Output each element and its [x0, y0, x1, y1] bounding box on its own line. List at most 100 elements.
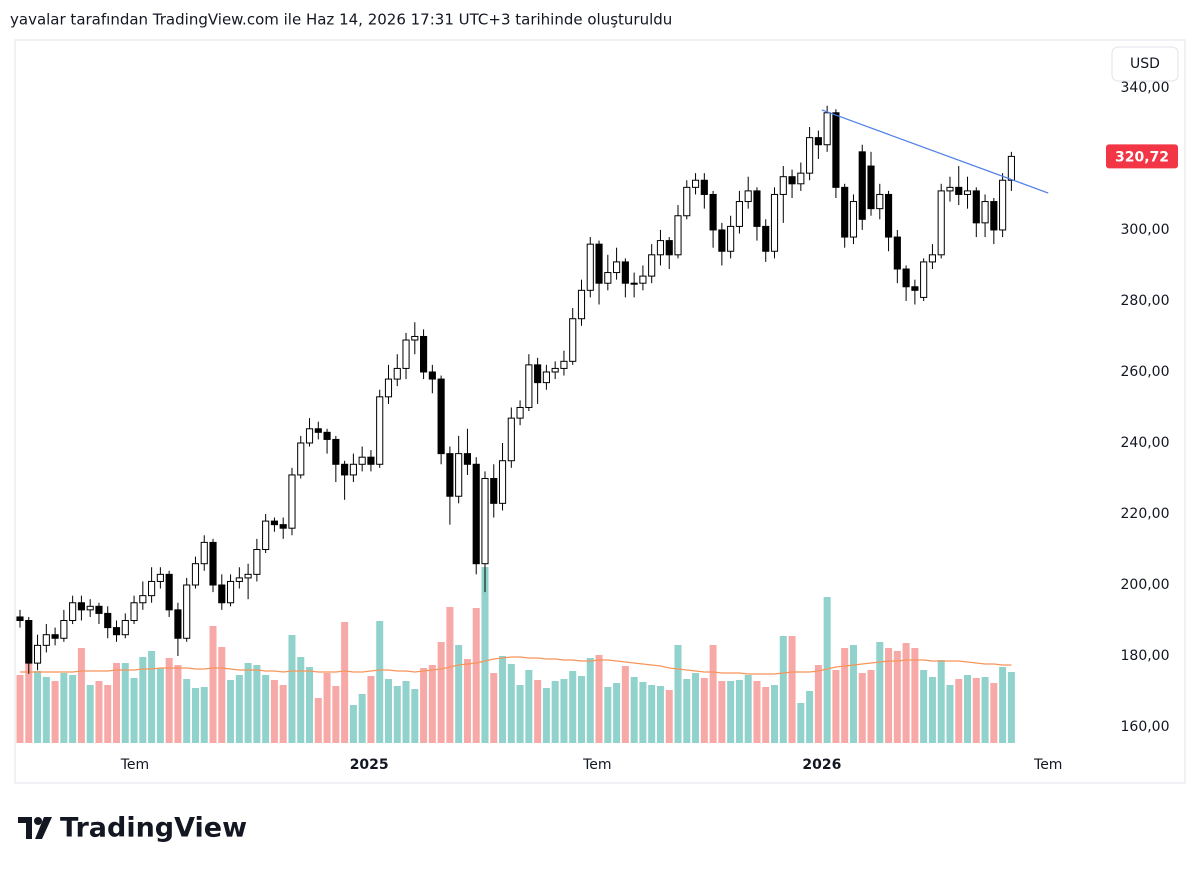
- candle-body: [104, 612, 112, 629]
- volume-bar: [806, 691, 814, 743]
- volume-bar: [639, 682, 647, 743]
- volume-bar: [376, 621, 384, 743]
- volume-bar: [148, 651, 156, 743]
- candle-body: [955, 186, 963, 195]
- candle-body: [393, 367, 401, 380]
- brand-logo: [18, 817, 52, 839]
- candle-body: [797, 172, 805, 185]
- volume-bar: [902, 643, 910, 743]
- candle-body: [656, 240, 665, 256]
- volume-bar: [402, 681, 410, 743]
- candle-body: [902, 268, 910, 288]
- volume-bar: [323, 673, 331, 743]
- candle-body: [595, 243, 603, 284]
- candle-body: [314, 428, 322, 433]
- candle-body: [42, 634, 50, 646]
- candle-body: [621, 261, 629, 284]
- candle-body: [876, 193, 884, 210]
- candle-body: [569, 318, 577, 362]
- volume-bar: [542, 688, 550, 743]
- candle-body: [981, 201, 989, 224]
- volume-bar: [60, 673, 68, 743]
- candle-body: [86, 605, 94, 611]
- candle-body: [349, 463, 357, 476]
- candle-body: [946, 186, 954, 192]
- volume-bar: [358, 694, 366, 743]
- volume-bar: [823, 597, 831, 743]
- volume-bar: [174, 665, 182, 743]
- brand: TradingView: [60, 813, 247, 844]
- candle-body: [911, 286, 919, 291]
- candle-body: [709, 193, 717, 231]
- volume-bar: [130, 678, 138, 743]
- candle-body: [297, 442, 305, 476]
- candle-body: [498, 460, 507, 504]
- candle-body: [604, 272, 612, 284]
- y-tick-label: 240,00: [1121, 435, 1170, 451]
- candle-body: [744, 190, 752, 203]
- volume-bar: [86, 685, 94, 743]
- candle-body: [674, 215, 682, 256]
- candle-body: [534, 364, 542, 384]
- candle-body: [463, 453, 472, 465]
- volume-bar: [270, 680, 278, 743]
- candle-body: [963, 190, 972, 195]
- volume-bar: [551, 681, 559, 743]
- candle-body: [586, 243, 594, 291]
- volume-bar: [455, 645, 463, 743]
- candle-body: [262, 520, 270, 550]
- candle-body: [770, 193, 779, 252]
- volume-bar: [297, 657, 305, 743]
- candle-body: [121, 620, 129, 636]
- candle-body: [174, 609, 182, 639]
- candle-body: [806, 137, 814, 174]
- volume-bar: [911, 648, 919, 743]
- volume-ma: [20, 656, 1012, 675]
- candle-body: [77, 602, 85, 611]
- candle-body: [191, 563, 200, 586]
- volume-bar: [560, 679, 568, 743]
- volume-bar: [788, 636, 796, 743]
- candle-body: [402, 339, 410, 369]
- volume-bar: [613, 683, 621, 743]
- candle-body: [858, 151, 866, 220]
- volume-bar: [893, 651, 901, 743]
- volume-bar: [516, 685, 524, 743]
- volume-bar: [674, 645, 682, 743]
- volume-bar: [218, 647, 226, 743]
- candle-body: [226, 580, 235, 604]
- y-tick-label: 220,00: [1121, 506, 1170, 522]
- currency-button[interactable]: [1111, 46, 1179, 82]
- volume-bar: [577, 676, 586, 743]
- volume-bar: [393, 686, 401, 743]
- candle-body: [718, 229, 726, 252]
- candle-body: [551, 367, 559, 373]
- volume-bar: [656, 686, 664, 743]
- volume-bar: [262, 675, 270, 743]
- volume-bar: [227, 680, 235, 743]
- volume-bar: [209, 626, 217, 743]
- volume-bar: [885, 648, 893, 743]
- volume-bar: [191, 688, 199, 743]
- y-tick-label: 260,00: [1121, 364, 1170, 380]
- candle-body: [148, 580, 156, 597]
- candle-body: [735, 201, 743, 227]
- candle-body: [288, 474, 296, 529]
- candle-body: [849, 201, 858, 238]
- candle-body: [867, 165, 875, 210]
- volume-bar: [876, 642, 884, 743]
- candle-body: [235, 577, 243, 582]
- volume-bar: [253, 665, 261, 743]
- x-tick-label: Tem: [120, 757, 149, 773]
- candle-body: [253, 548, 261, 575]
- candle-body: [691, 179, 700, 188]
- candle-body: [156, 573, 164, 582]
- volume-bar: [744, 675, 752, 743]
- header: yavalar tarafından TradingView.com ile H…: [10, 11, 672, 29]
- volume-bar: [753, 681, 761, 743]
- y-tick-label: 280,00: [1121, 293, 1170, 309]
- candle-body: [841, 186, 849, 238]
- candle-body: [727, 225, 735, 252]
- candle-body: [928, 254, 936, 263]
- candle-body: [683, 186, 691, 217]
